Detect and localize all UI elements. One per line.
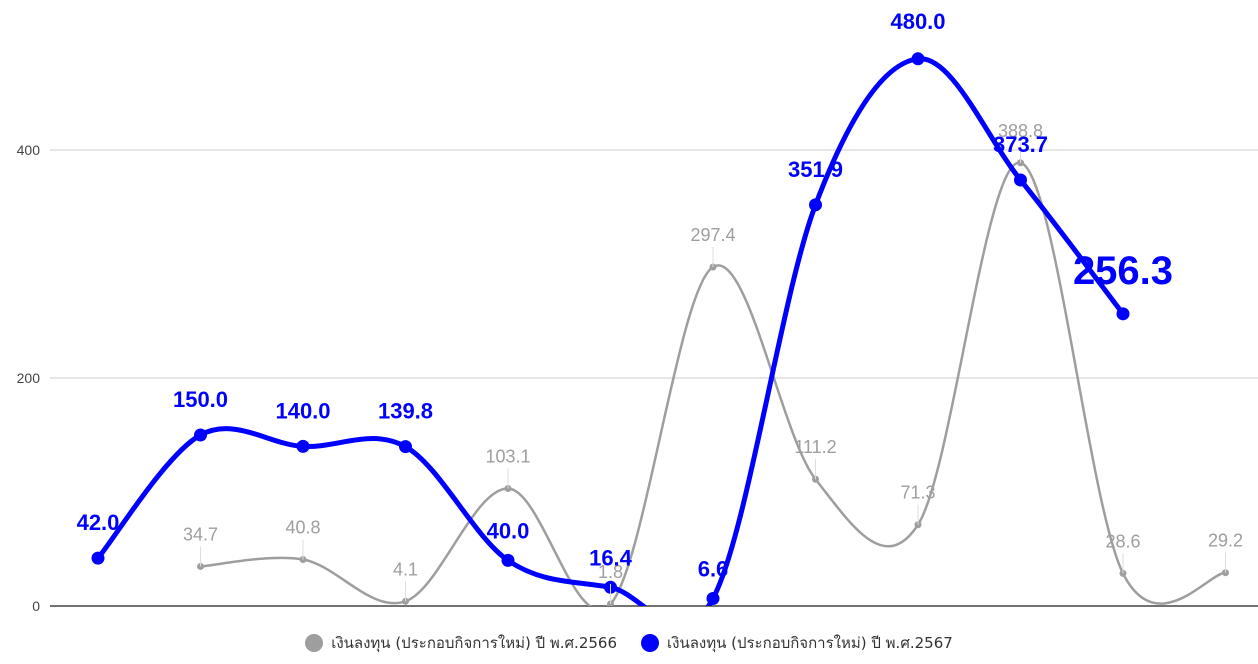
data-label: 388.8 [998, 121, 1043, 141]
data-point [706, 591, 720, 605]
y-tick-label: 400 [17, 142, 41, 158]
data-label: 139.8 [378, 399, 433, 424]
data-point [1014, 173, 1027, 187]
data-point [194, 428, 207, 442]
data-label: 34.7 [183, 524, 218, 544]
data-label: 111.2 [794, 437, 836, 457]
data-label: 1.8 [598, 562, 623, 582]
line-chart: 0 200 400 34.7 40.8 4.1 103.1 1.8 297.4 111.2 71.… [17, 9, 1258, 614]
data-point [399, 440, 412, 454]
data-point [501, 553, 515, 567]
data-label: 4.1 [393, 559, 418, 579]
data-point [296, 439, 310, 453]
data-label: 42.0 [77, 510, 120, 535]
data-point [911, 52, 925, 66]
data-label: 150.0 [173, 387, 228, 412]
legend-marker-2566 [305, 634, 324, 652]
data-label: 28.6 [1105, 531, 1140, 551]
legend-label-2567: เงินลงทุน (ประกอบกิจการใหม่) ปี พ.ศ.2567 [667, 634, 953, 652]
legend-item-2566[interactable]: เงินลงทุน (ประกอบกิจการใหม่) ปี พ.ศ.2566 [305, 631, 617, 655]
data-label: 6.6 [698, 556, 729, 581]
series-lines [91, 52, 1229, 606]
y-tick-label: 0 [32, 598, 40, 614]
gridlines [50, 149, 1258, 607]
data-label: 16.4 [589, 545, 633, 570]
data-label: 103.1 [485, 446, 530, 466]
data-labels: 34.7 40.8 4.1 103.1 1.8 297.4 111.2 71.3 388.8 28… [77, 9, 1243, 582]
data-label: 140.0 [275, 398, 330, 423]
data-label: 256.3 [1073, 249, 1173, 293]
data-label: 29.2 [1208, 531, 1243, 551]
data-label: 40.0 [487, 518, 530, 543]
data-label: 351.9 [788, 157, 843, 182]
series-line-1 [95, 56, 1126, 606]
y-axis: 0 200 400 [17, 142, 41, 614]
y-tick-label: 200 [17, 370, 41, 386]
data-label: 480.0 [890, 9, 945, 34]
data-label: 297.4 [690, 225, 735, 245]
data-label: 71.3 [900, 483, 935, 503]
data-point [91, 551, 105, 565]
legend-marker-2567 [641, 634, 659, 652]
data-point [1116, 307, 1130, 321]
legend-label-2566: เงินลงทุน (ประกอบกิจการใหม่) ปี พ.ศ.2566 [331, 634, 617, 652]
legend-item-2567[interactable]: เงินลงทุน (ประกอบกิจการใหม่) ปี พ.ศ.2567 [641, 631, 953, 655]
legend: เงินลงทุน (ประกอบกิจการใหม่) ปี พ.ศ.2566… [0, 628, 1258, 658]
series-line-0 [199, 161, 1227, 606]
data-point [809, 198, 822, 212]
data-label: 40.8 [285, 517, 320, 537]
data-label: 373.7 [993, 132, 1048, 157]
